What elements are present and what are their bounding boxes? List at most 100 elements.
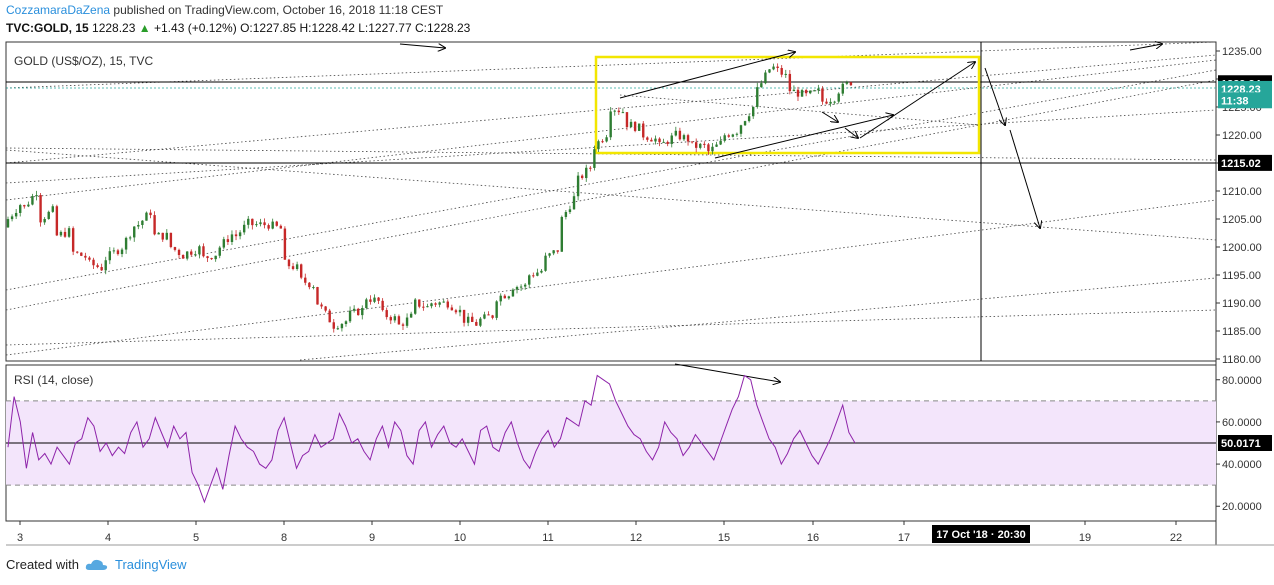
candle-body	[332, 322, 335, 329]
rsi-tick-label: 80.0000	[1222, 375, 1262, 387]
candle-body	[727, 135, 730, 137]
candle-body	[572, 196, 576, 210]
high-value: 1228.42	[311, 21, 355, 35]
price-label-box	[1218, 92, 1272, 109]
candle-body	[51, 206, 54, 212]
price-tick-label: 1210.00	[1222, 186, 1262, 198]
candle-body	[361, 307, 364, 316]
symbol-label: TVC:GOLD, 15	[6, 21, 89, 35]
candle-body	[149, 212, 152, 216]
price-label-text: 11:38	[1221, 95, 1249, 107]
candle-body	[218, 247, 221, 256]
candle-body	[365, 299, 368, 308]
candle-body	[84, 255, 87, 258]
candle-body	[833, 101, 836, 103]
candle-body	[829, 101, 832, 104]
candle-body	[735, 133, 739, 135]
candle-body	[674, 130, 678, 136]
candle-body	[242, 224, 246, 233]
price-tick-label: 1200.00	[1222, 242, 1262, 254]
candle-body	[271, 221, 274, 229]
rsi-value-label: 50.0171	[1221, 438, 1261, 450]
footer: Created with TradingView	[6, 557, 187, 572]
candle-body	[267, 225, 270, 229]
candle-body	[397, 316, 401, 325]
time-tick-label: 11	[542, 532, 553, 544]
candle-body	[181, 255, 185, 259]
candle-body	[206, 256, 209, 259]
candle-body	[719, 140, 722, 145]
candle-body	[141, 220, 144, 225]
price-tick-label: 1220.00	[1222, 130, 1262, 142]
candle-body	[637, 123, 641, 131]
candle-body	[568, 209, 572, 213]
published-text: published on TradingView.com, October 16…	[113, 3, 444, 17]
candle-body	[145, 212, 148, 221]
candle-body	[585, 167, 588, 179]
candle-body	[328, 310, 331, 323]
candle-body	[458, 309, 462, 313]
time-tick-label: 5	[193, 532, 199, 544]
close-label: C:	[414, 21, 427, 35]
candle-body	[690, 141, 694, 143]
time-tick-label: 22	[1170, 532, 1182, 544]
candle-body	[161, 232, 164, 240]
candle-body	[312, 287, 315, 289]
candle-body	[804, 90, 808, 94]
candle-body	[756, 87, 759, 107]
time-tick-label: 19	[1079, 532, 1091, 544]
candle-body	[320, 304, 323, 307]
candle-body	[124, 237, 128, 250]
candle-body	[165, 232, 169, 240]
author-link[interactable]: CozzamaraDaZena	[6, 3, 111, 17]
candle-body	[523, 284, 527, 287]
candle-body	[426, 306, 429, 308]
candle-body	[646, 137, 649, 140]
candle-body	[357, 308, 360, 316]
candle-body	[336, 328, 340, 330]
candle-body	[784, 73, 787, 75]
candle-body	[120, 249, 124, 255]
candle-body	[658, 138, 661, 143]
rsi-tick-label: 60.0000	[1222, 417, 1262, 429]
candle-body	[92, 259, 95, 266]
candle-body	[694, 142, 698, 148]
candle-body	[491, 315, 494, 318]
candle-body	[434, 303, 437, 305]
tradingview-link[interactable]: TradingView	[114, 557, 187, 572]
candle-body	[633, 121, 637, 131]
time-tick-label: 4	[105, 532, 111, 544]
candle-body	[747, 116, 751, 122]
created-with-text: Created with	[6, 557, 79, 572]
candle-body	[556, 250, 559, 252]
candle-body	[601, 141, 604, 143]
candle-body	[813, 90, 816, 92]
candle-body	[499, 295, 502, 302]
candle-body	[230, 234, 234, 243]
candle-body	[837, 93, 840, 102]
candle-body	[552, 250, 555, 254]
price-tick-label: 1190.00	[1222, 298, 1261, 310]
candle-body	[560, 216, 564, 252]
candle-body	[234, 234, 238, 237]
drawn-arrow	[844, 127, 858, 138]
candle-body	[768, 69, 771, 73]
candle-body	[544, 255, 547, 271]
candle-body	[715, 144, 718, 147]
rsi-line	[7, 374, 856, 504]
candle-body	[409, 313, 413, 318]
candle-body	[743, 121, 747, 126]
candle-body	[849, 82, 853, 86]
tradingview-cloud-icon	[85, 559, 108, 570]
candle-body	[580, 175, 584, 179]
drawn-arrow	[674, 363, 780, 382]
candle-body	[597, 141, 600, 150]
low-value: 1227.77	[368, 21, 412, 35]
candle-body	[670, 135, 673, 144]
candle-body	[462, 309, 466, 323]
drawn-arrow	[821, 111, 838, 122]
time-tick-label: 10	[454, 532, 466, 544]
candle-body	[454, 310, 458, 313]
candle-body	[304, 277, 307, 283]
